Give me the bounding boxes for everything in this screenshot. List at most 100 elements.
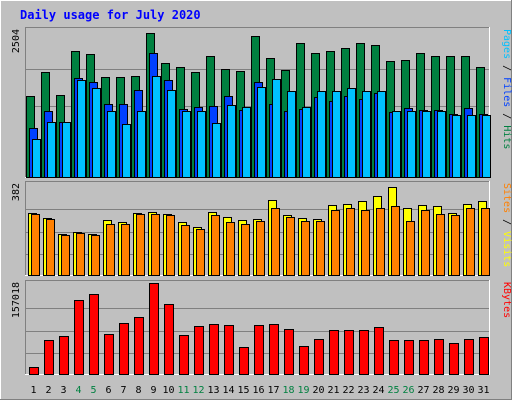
bar-sites-day-30 [466, 208, 475, 276]
bar-sites-day-14 [226, 222, 235, 276]
chart-title: Daily usage for July 2020 [20, 8, 201, 22]
bar-pages-day-28 [437, 111, 446, 178]
panel-visits-sites: 382 Sites / Visits [11, 181, 512, 276]
bar-sites-day-8 [136, 214, 145, 276]
x-label-day-27: 27 [417, 385, 429, 396]
x-label-day-29: 29 [447, 385, 459, 396]
bar-sites-day-16 [256, 221, 265, 276]
bar-sites-day-21 [331, 210, 340, 276]
x-label-day-10: 10 [162, 385, 174, 396]
bar-kbytes-day-9 [149, 283, 159, 375]
bar-kbytes-day-29 [449, 343, 459, 375]
panel-max-label: 2504 [11, 29, 22, 53]
bar-kbytes-day-14 [224, 325, 234, 375]
bar-pages-day-31 [482, 115, 491, 178]
bar-sites-day-28 [436, 214, 445, 276]
bar-pages-day-12 [197, 111, 206, 178]
bar-pages-day-10 [167, 90, 176, 178]
legend-entry: Sites [501, 183, 512, 213]
x-label-day-26: 26 [402, 385, 414, 396]
bar-kbytes-day-2 [44, 340, 54, 375]
x-label-day-14: 14 [222, 385, 234, 396]
bar-kbytes-day-4 [74, 300, 84, 375]
bar-kbytes-day-20 [314, 339, 324, 375]
bar-pages-day-13 [212, 123, 221, 178]
x-label-day-12: 12 [192, 385, 204, 396]
bar-sites-day-6 [106, 224, 115, 276]
bar-kbytes-day-31 [479, 337, 489, 375]
panel-legend-label: KBytes [501, 282, 512, 318]
bar-pages-day-5 [92, 88, 101, 178]
bar-kbytes-day-7 [119, 323, 129, 375]
bar-kbytes-day-10 [164, 304, 174, 375]
bar-kbytes-day-23 [359, 330, 369, 375]
x-label-day-24: 24 [372, 385, 384, 396]
bar-pages-day-18 [287, 91, 296, 178]
x-label-day-6: 6 [105, 385, 111, 396]
x-label-day-15: 15 [237, 385, 249, 396]
bar-sites-day-1 [31, 214, 40, 276]
bar-kbytes-day-11 [179, 335, 189, 375]
bar-sites-day-4 [76, 233, 85, 276]
panel-hits-files-pages: 2504 Pages / Files / Hits [11, 27, 512, 178]
bar-pages-day-1 [32, 139, 41, 178]
bar-kbytes-day-17 [269, 324, 279, 375]
bar-kbytes-day-5 [89, 294, 99, 375]
panel-max-label: 382 [11, 183, 22, 201]
x-label-day-21: 21 [327, 385, 339, 396]
bar-kbytes-day-25 [389, 340, 399, 375]
bar-pages-day-30 [467, 115, 476, 178]
bar-pages-day-20 [317, 91, 326, 178]
bar-pages-day-27 [422, 111, 431, 178]
legend-entry: / [501, 107, 512, 125]
legend-entry: Visits [501, 231, 512, 267]
x-label-day-4: 4 [75, 385, 81, 396]
bar-sites-day-9 [151, 214, 160, 276]
bar-pages-day-26 [407, 111, 416, 178]
bar-kbytes-day-30 [464, 339, 474, 375]
x-label-day-31: 31 [477, 385, 489, 396]
bar-sites-day-10 [166, 215, 175, 276]
bar-sites-day-25 [391, 206, 400, 276]
bar-pages-day-14 [227, 105, 236, 178]
x-label-day-11: 11 [177, 385, 189, 396]
x-label-day-17: 17 [267, 385, 279, 396]
bar-kbytes-day-15 [239, 347, 249, 375]
panel-legend-label: Pages / Files / Hits [501, 29, 512, 149]
bar-pages-day-21 [332, 91, 341, 178]
bar-sites-day-5 [91, 235, 100, 276]
bar-kbytes-day-6 [104, 334, 114, 375]
bar-pages-day-19 [302, 107, 311, 178]
chart-panels: 2504 Pages / Files / Hits 382 Sites / Visit… [11, 27, 512, 375]
bar-kbytes-day-18 [284, 329, 294, 375]
bar-sites-day-27 [421, 210, 430, 276]
bar-pages-day-9 [152, 76, 161, 178]
x-label-day-18: 18 [282, 385, 294, 396]
bar-sites-day-2 [46, 219, 55, 276]
bar-kbytes-day-1 [29, 367, 39, 375]
bar-pages-day-23 [362, 91, 371, 178]
bar-sites-day-3 [61, 235, 70, 276]
x-label-day-20: 20 [312, 385, 324, 396]
x-label-day-19: 19 [297, 385, 309, 396]
bar-pages-day-16 [257, 87, 266, 178]
bar-pages-day-8 [137, 111, 146, 178]
bar-kbytes-day-22 [344, 330, 354, 375]
x-axis-labels: 1 2 3 4 5 6 7 8 9 10 11 12 13 14 15 16 17 18 19 20 21 22 23 24 2… [30, 385, 489, 396]
x-label-day-9: 9 [150, 385, 156, 396]
bar-pages-day-25 [392, 111, 401, 178]
bar-pages-day-15 [242, 107, 251, 178]
bar-kbytes-day-27 [419, 340, 429, 375]
bar-pages-day-22 [347, 88, 356, 178]
bar-pages-day-6 [107, 111, 116, 178]
x-label-day-28: 28 [432, 385, 444, 396]
x-label-day-1: 1 [30, 385, 36, 396]
x-label-day-23: 23 [357, 385, 369, 396]
bar-kbytes-day-12 [194, 326, 204, 375]
x-label-day-25: 25 [387, 385, 399, 396]
x-label-day-13: 13 [207, 385, 219, 396]
bar-sites-day-26 [406, 221, 415, 276]
bar-pages-day-7 [122, 124, 131, 178]
bar-kbytes-day-13 [209, 324, 219, 375]
